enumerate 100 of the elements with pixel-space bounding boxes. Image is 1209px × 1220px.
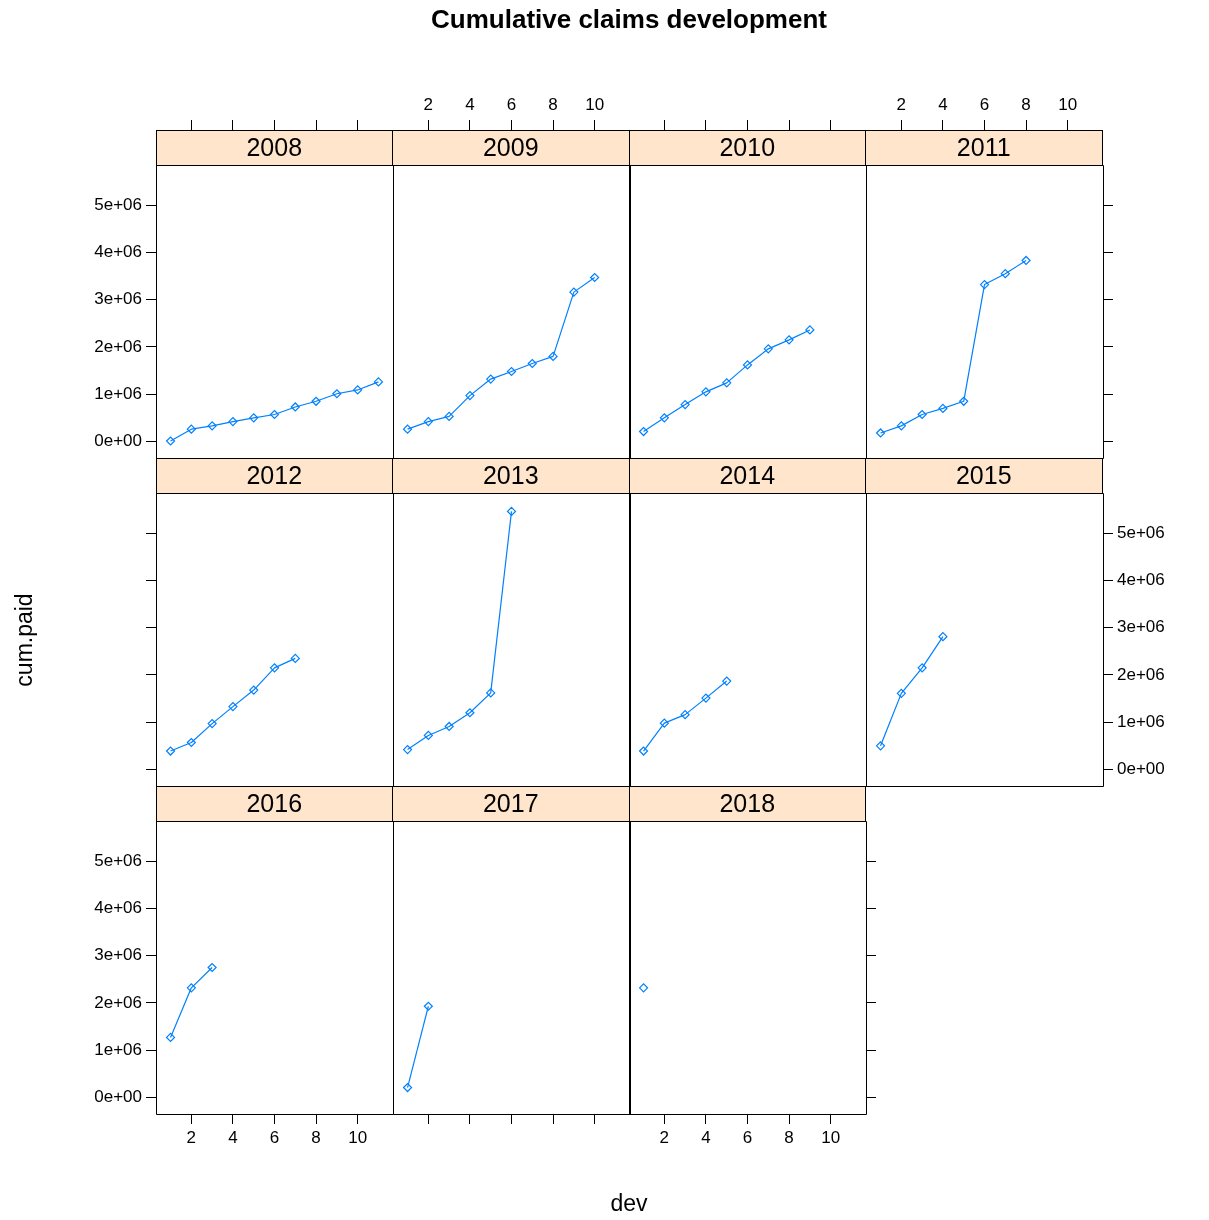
point — [444, 411, 454, 422]
point — [784, 335, 794, 345]
point — [896, 421, 906, 431]
point — [373, 377, 384, 387]
point — [1020, 255, 1031, 266]
chart-title: 2018 — [628, 786, 866, 822]
point — [423, 730, 433, 741]
point — [249, 413, 259, 423]
x-tick-label: 2 — [896, 95, 906, 115]
point — [722, 378, 732, 388]
y-tick-label: 0e+00 — [94, 1087, 142, 1107]
x-tick-label: 10 — [348, 1127, 368, 1147]
point — [937, 632, 948, 642]
point — [207, 962, 217, 973]
point — [207, 421, 217, 431]
point — [249, 685, 259, 695]
x-tick-label: 4 — [701, 1127, 711, 1147]
point — [979, 279, 989, 290]
x-tick-label: 2 — [186, 1127, 197, 1147]
point — [269, 663, 280, 673]
point — [722, 676, 732, 686]
y-tick-label: 4e+06 — [1116, 570, 1165, 590]
point — [290, 402, 300, 412]
y-tick-label: 1e+06 — [1116, 711, 1165, 731]
y-tick-label: 0e+00 — [1116, 759, 1165, 779]
x-tick-label: 10 — [584, 95, 604, 115]
chart-title: 2010 — [628, 130, 866, 166]
y-tick-label: 3e+06 — [94, 289, 142, 309]
point — [402, 424, 412, 434]
chart-title: 2017 — [392, 786, 630, 822]
point — [659, 718, 669, 728]
y-tick-label: 3e+06 — [1116, 617, 1165, 637]
x-tick-label: 4 — [464, 95, 475, 115]
point — [763, 344, 773, 354]
point — [547, 351, 558, 361]
chart-title: 2013 — [392, 458, 630, 494]
y-tick-label: 5e+06 — [94, 850, 142, 870]
point — [659, 413, 669, 423]
x-tick-label: 4 — [937, 95, 948, 115]
x-tick-label: 8 — [311, 1127, 321, 1147]
x-tick-label: 10 — [821, 1127, 841, 1147]
x-tick-label: 10 — [1057, 95, 1077, 115]
y-tick-label: 3e+06 — [94, 945, 142, 965]
y-axis-title: cum.paid — [10, 592, 38, 687]
point — [506, 506, 516, 517]
chart-title: 2015 — [865, 458, 1103, 494]
point — [638, 746, 649, 756]
point — [742, 360, 753, 370]
text: Cumulative claims development — [430, 4, 828, 35]
y-tick-label: 2e+06 — [94, 336, 142, 356]
point — [568, 287, 578, 297]
point — [527, 358, 537, 369]
point — [506, 366, 516, 377]
point — [701, 387, 711, 397]
point — [228, 417, 238, 427]
point — [875, 741, 885, 751]
point — [1000, 269, 1010, 279]
x-tick-label: 8 — [1020, 95, 1031, 115]
y-tick-label: 1e+06 — [94, 1039, 142, 1059]
point — [165, 1032, 176, 1043]
y-tick-label: 2e+06 — [94, 992, 142, 1012]
point — [165, 746, 176, 756]
point — [464, 391, 475, 401]
y-tick-label: 2e+06 — [1116, 664, 1165, 684]
x-axis-title: dev — [610, 1189, 648, 1217]
point — [423, 417, 433, 427]
x-tick-label: 6 — [742, 1127, 753, 1147]
x-tick-label: 4 — [228, 1127, 238, 1147]
point — [485, 374, 495, 384]
chart-title: 2008 — [155, 130, 393, 166]
point — [207, 719, 217, 729]
point — [805, 325, 815, 335]
point — [186, 424, 196, 434]
point — [311, 396, 321, 406]
point — [680, 400, 690, 410]
chart-title: 2016 — [155, 786, 393, 822]
y-tick-label: 1e+06 — [94, 383, 142, 403]
x-tick-label: 6 — [269, 1127, 280, 1147]
point — [701, 693, 711, 703]
y-tick-label: 4e+06 — [94, 898, 142, 918]
point — [228, 702, 238, 712]
point — [485, 688, 495, 698]
point — [937, 403, 948, 413]
x-tick-label: 8 — [784, 1127, 794, 1147]
x-tick-label: 2 — [659, 1127, 670, 1147]
y-tick-label: 5e+06 — [1116, 522, 1165, 542]
chart-title: 2011 — [865, 130, 1103, 166]
point — [332, 389, 342, 399]
x-tick-label: 6 — [506, 95, 516, 115]
point — [896, 688, 906, 698]
chart-title: 2009 — [392, 130, 630, 166]
y-tick-label: 0e+00 — [94, 431, 142, 451]
chart-title: 2014 — [628, 458, 866, 494]
point — [165, 436, 176, 446]
x-tick-label: 2 — [423, 95, 433, 115]
point — [269, 409, 280, 420]
point — [958, 396, 968, 406]
point — [290, 653, 300, 663]
point — [917, 663, 927, 673]
point — [917, 409, 927, 420]
